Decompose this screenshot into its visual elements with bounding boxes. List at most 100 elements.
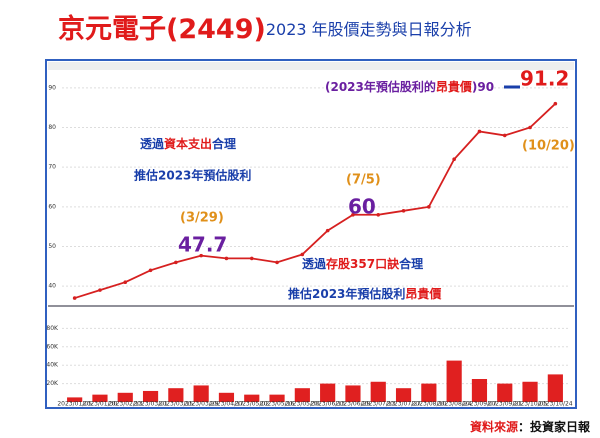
annotation-part: 存股357口訣 [325,256,400,271]
title-sub: 2023 年股價走勢與日報分析 [266,20,472,39]
x-tick-label: 2023/08/24 [437,401,472,408]
volume-bar [168,388,184,402]
y-tick-label: 60 [48,203,56,210]
price-point [452,157,456,162]
annotation: 透過資本支出合理 [140,136,236,151]
annotation-part: 合理 [212,136,236,151]
volume-bar [345,385,361,402]
x-tick-label: 2023/09/07 [462,401,497,408]
x-tick-label: 2023/01/30 [83,401,118,408]
annotation: 推估2023年預估股利 [134,168,251,183]
x-tick-label: 2023/02/13 [108,401,143,408]
annotation: 透過存股357口訣合理 [302,256,423,271]
x-tick-label: 2023/03/15 [159,401,194,408]
price-point [553,101,558,106]
info-strip [48,62,574,70]
x-tick-label: 2023/01/05 [57,401,92,408]
price-point [275,260,279,265]
annotation-part: 透過 [140,136,165,151]
volume-bar [193,385,209,402]
annotation: (3/29) [180,211,224,226]
price-point [502,133,507,138]
footer: 資料來源：投資家日報 [470,419,591,434]
x-tick-label: 2023/06/13 [310,401,345,408]
x-tick-label: 2023/03/29 [184,401,219,408]
x-tick-label: 2023/09/21 [487,401,522,408]
volume-bar [522,381,538,402]
volume-bar [547,374,563,402]
price-point [528,125,532,130]
title-main: 京元電子(2449) [58,13,266,45]
volume-tick-label: 20K [46,380,59,387]
x-tick-label: 2023/04/17 [209,401,244,408]
price-point [351,212,355,217]
annotation-part: (2023年預估股利的 [325,79,436,94]
volume-bar [370,381,386,402]
volume-bar [395,388,412,402]
price-point [300,252,305,257]
volume-bar [67,397,83,402]
y-tick-label: 90 [48,84,56,91]
x-tick-label: 2023/10/24 [538,401,573,408]
x-tick-label: 2023/05/16 [260,401,295,408]
price-point [249,256,254,261]
volume-bar [142,390,159,402]
x-tick-label: 2023/06/29 [336,401,371,408]
volume-bar [446,360,462,402]
annotation-part: ：投資家日報 [518,419,591,434]
volume-bar [117,392,133,402]
price-point [401,209,406,213]
price-point [325,228,330,233]
volume-bar [269,394,285,402]
x-tick-label: 2023/08/10 [412,401,447,408]
annotation-part: 資料來源 [470,419,518,434]
price-point [477,129,482,134]
volume-tick-label: 40K [46,362,59,369]
y-tick-label: 80 [48,124,56,131]
chart-frame [45,59,577,409]
volume-bar [471,379,488,402]
y-tick-label: 40 [48,283,56,290]
price-point [98,288,102,292]
volume-bar [497,383,513,402]
x-tick-label: 2023/10/05 [513,401,548,408]
y-tick-label: 70 [48,164,56,171]
annotation: 47.7 [178,233,227,257]
price-point [224,256,229,261]
x-tick-label: 2023/05/02 [234,401,269,408]
annotation-part: 資本支出 [164,136,212,151]
x-tick-label: 2023/03/01 [133,401,168,408]
annotation: 60 [348,195,376,219]
volume-bar [244,394,260,402]
y-tick-label: 50 [48,243,56,250]
annotation-part: 昂貴價 [405,286,442,301]
price-point [72,296,77,300]
price-point [427,205,431,209]
x-tick-label: 2023/05/30 [285,401,320,408]
annotation-part: 透過 [302,256,327,271]
annotation-part: )90 [472,80,494,94]
price-point [199,253,203,258]
price-point [123,280,128,285]
x-tick-label: 2023/07/27 [386,401,421,408]
volume-bar [421,383,437,402]
volume-bar [218,392,235,402]
annotation-part: 推估2023年預估股利 [288,286,405,301]
volume-bar [294,388,310,402]
volume-bar [320,383,336,402]
volume-bar [92,394,108,402]
price-point [376,212,381,217]
volume-tick-label: 60K [46,343,59,350]
price-point [148,268,153,273]
annotation: 91.2 [520,67,569,91]
price-point [174,260,178,265]
annotation: (2023年預估股利的昂貴價)90 [325,79,494,94]
annotation: 推估2023年預估股利昂貴價 [288,286,442,301]
chart-title: 京元電子(2449)2023 年股價走勢與日報分析 [58,13,472,45]
price-line [74,103,556,299]
volume-tick-label: 80K [46,325,59,332]
annotation: (10/20) [522,139,575,154]
x-tick-label: 2023/07/13 [361,401,396,408]
